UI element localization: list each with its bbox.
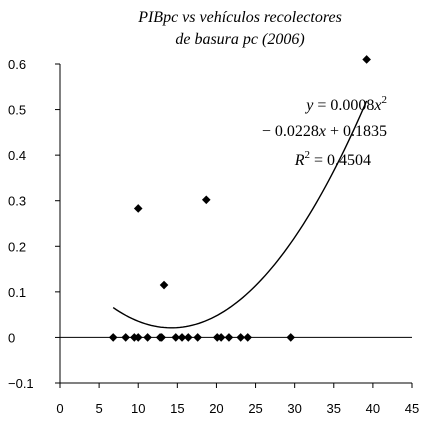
x-tick-label: 15 — [170, 401, 184, 416]
r-exponent: 2 — [304, 149, 310, 161]
data-point — [183, 333, 193, 342]
y-tick-label: 0 — [8, 330, 15, 345]
eq-exponent: 2 — [382, 94, 388, 106]
data-point — [286, 333, 296, 342]
eq-x-var-1: x — [373, 97, 381, 114]
data-point — [224, 333, 234, 342]
eq-x-var-2: x — [318, 123, 326, 140]
y-tick-label: 0.6 — [8, 57, 26, 72]
y-tick-label: −0.1 — [8, 376, 34, 391]
y-tick-label: 0.5 — [8, 103, 26, 118]
data-point — [236, 333, 245, 342]
x-tick-label: 25 — [248, 401, 262, 416]
data-point — [133, 333, 143, 342]
data-point — [171, 333, 181, 342]
y-tick-label: 0.1 — [8, 285, 26, 300]
eq-coef-c: + 0.1835 — [326, 123, 387, 140]
data-point — [243, 333, 253, 342]
data-point — [108, 333, 118, 342]
data-point — [159, 280, 169, 290]
data-point — [216, 333, 226, 342]
y-tick-label: 0.3 — [8, 194, 26, 209]
trendline — [112, 100, 368, 329]
eq-coef-b: − 0.0228 — [262, 123, 319, 140]
chart-title: PIBpc vs vehículos recolectores — [137, 9, 342, 26]
y-tick-labels: 0.6 0.5 0.4 0.3 0.2 0.1 0 −0.1 — [8, 57, 60, 391]
data-point — [362, 55, 371, 64]
x-tick-label: 45 — [405, 401, 419, 416]
chart-subtitle: de basura pc (2006) — [175, 31, 304, 48]
x-tick-label: 40 — [366, 401, 380, 416]
data-point — [201, 195, 211, 205]
data-points — [108, 55, 371, 342]
r-var: R — [294, 152, 305, 169]
eq-coef-a: = 0.0008 — [313, 97, 374, 114]
x-tick-label: 0 — [56, 401, 63, 416]
x-tick-label: 30 — [287, 401, 301, 416]
data-point — [193, 333, 202, 342]
data-point — [143, 333, 152, 342]
equation-line-1: y = 0.0008x2 — [304, 94, 387, 114]
r-squared: R2 = 0.4504 — [294, 149, 371, 169]
data-point — [133, 204, 143, 213]
data-point — [121, 333, 131, 342]
axes — [59, 64, 412, 384]
eq-y-var: y — [304, 97, 314, 114]
x-tick-label: 35 — [327, 401, 341, 416]
r-value: = 0.4504 — [310, 152, 371, 169]
equation-line-2: − 0.0228x + 0.1835 — [262, 123, 387, 140]
x-tick-label: 5 — [95, 401, 102, 416]
data-point — [177, 333, 187, 342]
x-tick-label: 10 — [131, 401, 145, 416]
y-tick-label: 0.4 — [8, 148, 26, 163]
y-tick-label: 0.2 — [8, 239, 26, 254]
x-tick-label: 20 — [209, 401, 223, 416]
data-point — [157, 333, 166, 342]
x-tick-labels: 0 5 10 15 20 25 30 35 40 45 — [56, 383, 419, 416]
